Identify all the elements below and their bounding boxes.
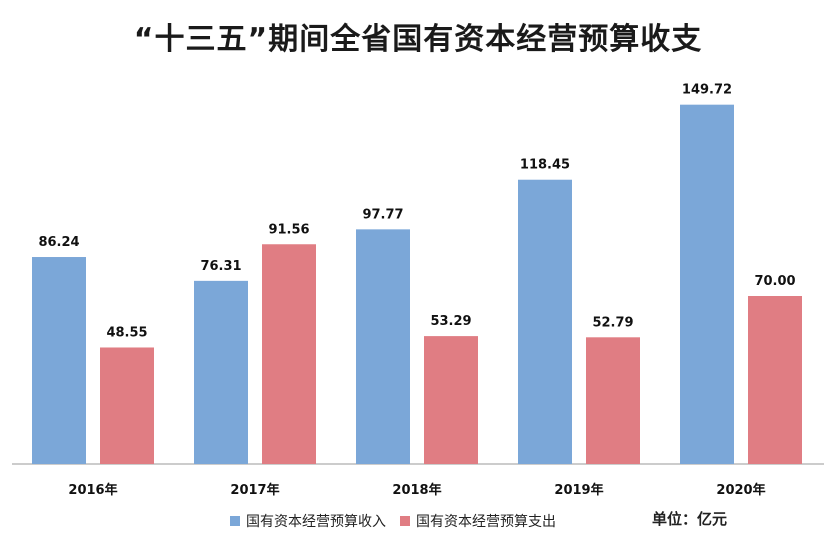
bar-expense-0 <box>100 347 154 464</box>
data-label-income-2: 97.77 <box>362 207 403 222</box>
legend-label-income: 国有资本经营预算收入 <box>246 514 386 530</box>
bar-expense-3 <box>586 337 640 464</box>
bar-expense-2 <box>424 336 478 464</box>
data-label-income-4: 149.72 <box>682 83 732 98</box>
x-tick-label-4: 2020年 <box>716 482 765 498</box>
bar-expense-1 <box>262 244 316 464</box>
data-label-expense-3: 52.79 <box>592 315 633 330</box>
data-label-expense-2: 53.29 <box>430 314 471 329</box>
data-label-expense-0: 48.55 <box>106 325 147 340</box>
data-label-expense-1: 91.56 <box>268 222 309 237</box>
x-tick-label-2: 2018年 <box>392 482 441 498</box>
bar-expense-4 <box>748 296 802 464</box>
legend-swatch-income <box>230 516 240 526</box>
bar-income-1 <box>194 280 248 464</box>
legend-item-income: 国有资本经营预算收入 <box>230 511 386 531</box>
data-label-income-3: 118.45 <box>520 158 570 173</box>
legend-swatch-expense <box>400 516 410 526</box>
bar-income-0 <box>32 257 86 464</box>
legend: 国有资本经营预算收入 国有资本经营预算支出 <box>230 510 570 532</box>
chart-title: “十三五”期间全省国有资本经营预算收支 <box>133 22 703 57</box>
data-label-income-1: 76.31 <box>200 259 241 274</box>
legend-label-expense: 国有资本经营预算支出 <box>416 514 556 530</box>
data-label-income-0: 86.24 <box>38 235 79 250</box>
x-tick-label-0: 2016年 <box>68 482 117 498</box>
bar-income-3 <box>518 179 572 464</box>
bar-income-2 <box>356 229 410 464</box>
legend-item-expense: 国有资本经营预算支出 <box>400 511 556 531</box>
bar-income-4 <box>680 104 734 464</box>
x-tick-label-1: 2017年 <box>230 482 279 498</box>
data-label-expense-4: 70.00 <box>754 274 795 289</box>
x-tick-label-3: 2019年 <box>554 482 603 498</box>
unit-label: 单位：亿元 <box>652 510 728 528</box>
